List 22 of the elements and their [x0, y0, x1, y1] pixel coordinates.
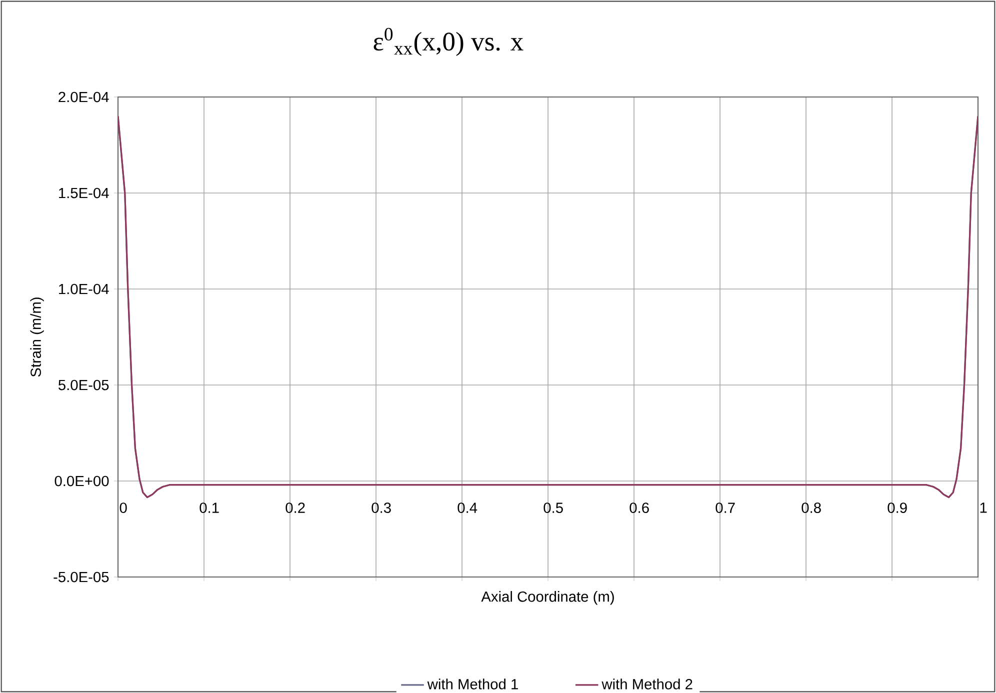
x-tick-label: 0.7 — [716, 502, 735, 513]
x-axis-title: Axial Coordinate (m) — [481, 591, 614, 605]
legend-label: with Method 1 — [427, 678, 518, 690]
x-tick-label: 0.5 — [544, 502, 563, 513]
y-tick-label: -5.0E-05 — [54, 572, 109, 582]
x-tick-label: 0 — [120, 502, 127, 513]
x-tick-label: 0.1 — [200, 502, 219, 513]
x-tick-label: 0.9 — [888, 502, 907, 513]
x-tick-label: 0.6 — [630, 502, 649, 513]
x-tick-label: 0.4 — [458, 502, 478, 513]
y-axis-title: Strain (m/m) — [30, 298, 44, 377]
x-tick-label: 0.2 — [286, 502, 305, 513]
y-tick-label: 1.5E-04 — [59, 188, 109, 198]
y-tick-label: 1.0E-04 — [59, 284, 109, 294]
y-tick-label: 2.0E-04 — [58, 92, 109, 102]
chart-title: ε$^{0}$$_{xx}$(x,0) vs. x — [374, 28, 524, 56]
y-tick-label: 0.0E+00 — [54, 476, 109, 486]
y-tick-label: 5.0E-05 — [58, 380, 109, 390]
x-tick-label: 0.3 — [372, 502, 391, 513]
x-tick-label: 0.8 — [802, 502, 821, 513]
legend-label: with Method 2 — [602, 678, 692, 690]
x-tick-label: 1 — [980, 502, 987, 513]
